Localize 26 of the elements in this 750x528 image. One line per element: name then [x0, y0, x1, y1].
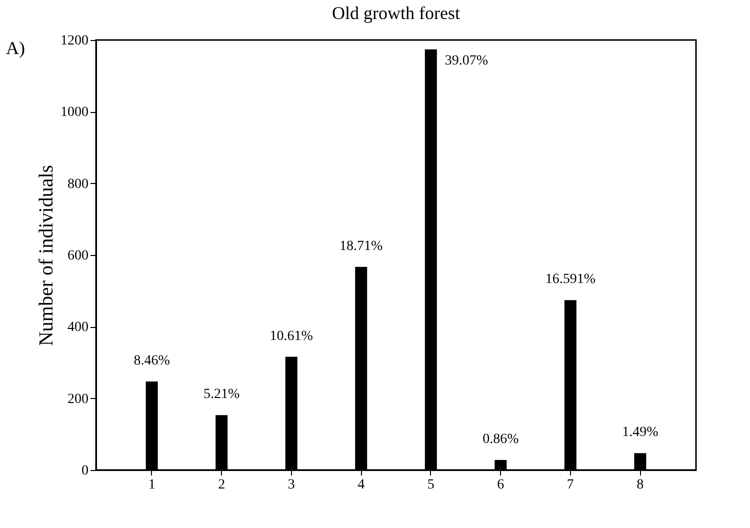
x-tick-label: 6	[497, 478, 504, 492]
x-tick-label: 7	[566, 478, 574, 492]
x-tick-label: 2	[218, 478, 226, 492]
panel-label: A)	[6, 38, 25, 59]
annotation: 39.07%	[444, 53, 488, 68]
y-tick-label: 1200	[60, 34, 88, 48]
y-tick-label: 1000	[60, 105, 88, 120]
annotation: 8.46%	[134, 353, 170, 368]
y-tick-label: 0	[82, 464, 88, 478]
y-axis-title: Number of individuals	[36, 164, 58, 346]
x-tick-label: 4	[358, 478, 365, 492]
x-tick-label: 3	[288, 478, 295, 492]
chart-title: Old growth forest	[332, 3, 460, 23]
annotation: 18.71%	[340, 238, 384, 254]
annotation: 5.21%	[203, 387, 240, 402]
y-tick-label: 200	[68, 392, 88, 407]
y-tick-label: 800	[68, 176, 88, 192]
y-tick-label: 600	[68, 248, 88, 264]
x-tick-label: 5	[427, 478, 434, 492]
annotation: 0.86%	[482, 432, 520, 447]
x-tick-label: 8	[636, 478, 644, 492]
annotation: 1.49%	[622, 425, 659, 440]
x-tick-label: 1	[148, 478, 156, 492]
annotation: 16.591%	[545, 272, 596, 288]
y-tick-label: 400	[68, 320, 88, 336]
annotation: 10.61%	[270, 328, 314, 344]
